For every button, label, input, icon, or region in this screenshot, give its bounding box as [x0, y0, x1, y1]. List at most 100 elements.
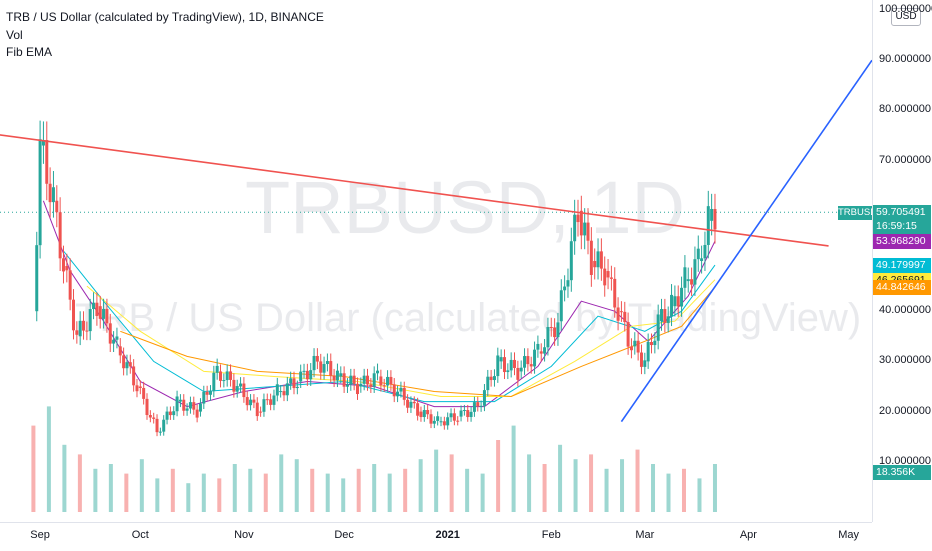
currency-button[interactable]: USD — [891, 8, 921, 26]
trendline-resistance — [0, 134, 829, 247]
legend-vol[interactable]: Vol — [6, 28, 23, 42]
candle-body — [329, 361, 333, 376]
volume-bar — [620, 459, 625, 512]
candle-body — [676, 296, 680, 307]
candle-body — [369, 384, 373, 387]
candle-body — [162, 419, 166, 432]
price-badge-last-price: 59.705491 — [873, 205, 931, 221]
volume-bar — [310, 468, 315, 512]
candle-body — [519, 367, 523, 372]
candle-body — [639, 352, 643, 367]
legend-title[interactable]: TRB / US Dollar (calculated by TradingVi… — [6, 10, 324, 24]
candle-body — [92, 302, 96, 310]
candle-body — [576, 214, 580, 223]
volume-bar — [573, 459, 578, 512]
candle-body — [710, 208, 714, 221]
volume-bar — [155, 478, 160, 512]
price-tick-label: 100.000000 — [879, 3, 932, 15]
candle-body — [513, 359, 517, 368]
candle-body — [376, 370, 380, 374]
candle-body — [389, 376, 393, 385]
candle-body — [95, 302, 99, 316]
volume-bar — [46, 406, 51, 512]
candle-body — [459, 410, 463, 417]
candle-body — [292, 378, 296, 389]
volume-bar — [387, 473, 392, 512]
candle-body — [252, 399, 256, 403]
candle-body — [603, 268, 607, 286]
volume-bar — [217, 478, 222, 512]
candle-body — [599, 251, 603, 269]
ema-line — [63, 250, 716, 403]
candle-body — [643, 360, 647, 367]
candle-body — [436, 416, 440, 421]
candle-body — [255, 402, 259, 417]
candle-body — [88, 309, 92, 332]
candle-body — [275, 384, 279, 396]
candle-body — [309, 370, 313, 380]
candle-body — [653, 340, 657, 346]
price-badge-ema-cyan: 49.179997 — [873, 258, 931, 274]
candle-body — [579, 210, 583, 236]
candle-body — [422, 410, 426, 418]
candle-body — [108, 323, 112, 344]
candle-body — [646, 342, 650, 362]
time-tick-label: Sep — [30, 529, 50, 541]
legend-fib-ema[interactable]: Fib EMA — [6, 45, 53, 59]
candle-body — [219, 371, 223, 381]
candle-body — [265, 399, 269, 401]
time-axis[interactable]: Sep Oct Nov Dec 2021 Feb Mar Apr May — [0, 522, 872, 551]
candle-body — [48, 183, 52, 203]
volume-bar — [558, 444, 563, 512]
candle-body — [469, 411, 473, 418]
candle-body — [629, 346, 633, 351]
price-tick-label: 90.000000 — [879, 53, 931, 66]
volume-bar — [697, 478, 702, 512]
candle-body — [499, 357, 503, 362]
candle-body — [613, 278, 617, 308]
candle-body — [122, 355, 126, 369]
candle-body — [138, 386, 142, 388]
candle-body — [686, 279, 690, 282]
candle-body — [543, 347, 547, 354]
candle-body — [205, 391, 209, 395]
chart-plot-area[interactable]: TRBUSD, 1D TRB / US Dollar (calculated b… — [0, 0, 872, 522]
candle-body — [449, 413, 453, 418]
candle-body — [115, 336, 119, 340]
candle-body — [269, 399, 273, 405]
candle-body — [382, 385, 386, 387]
candle-body — [305, 370, 309, 380]
candle-body — [673, 296, 677, 307]
candle-body — [158, 431, 162, 433]
candle-body — [476, 402, 480, 407]
candle-body — [165, 411, 169, 420]
candle-body — [212, 372, 216, 392]
candle-body — [332, 375, 336, 381]
candle-body — [412, 401, 416, 404]
candle-body — [112, 339, 116, 344]
candle-body — [285, 383, 289, 396]
candle-body — [335, 370, 339, 381]
volume-bar — [418, 459, 423, 512]
candle-body — [319, 361, 323, 373]
candle-body — [406, 399, 410, 408]
price-axis[interactable]: USD 100.000000 90.000000 80.000000 70.00000… — [872, 0, 932, 522]
candle-body — [239, 383, 243, 387]
candle-body — [446, 417, 450, 426]
candle-body — [355, 383, 359, 395]
candle-body — [526, 356, 530, 365]
price-tick-label: 40.000000 — [879, 304, 931, 317]
volume-bar — [496, 440, 501, 512]
time-tick-label: Mar — [635, 529, 655, 541]
candle-body — [68, 270, 72, 300]
time-tick-label: Feb — [541, 529, 561, 541]
candle-body — [235, 386, 239, 392]
candle-body — [132, 366, 136, 386]
candle-body — [148, 415, 152, 418]
candle-body — [35, 245, 39, 312]
candle-body — [245, 397, 249, 406]
candle-body — [155, 418, 159, 433]
volume-bar — [589, 454, 594, 512]
candle-body — [616, 307, 620, 321]
candle-body — [349, 375, 353, 385]
